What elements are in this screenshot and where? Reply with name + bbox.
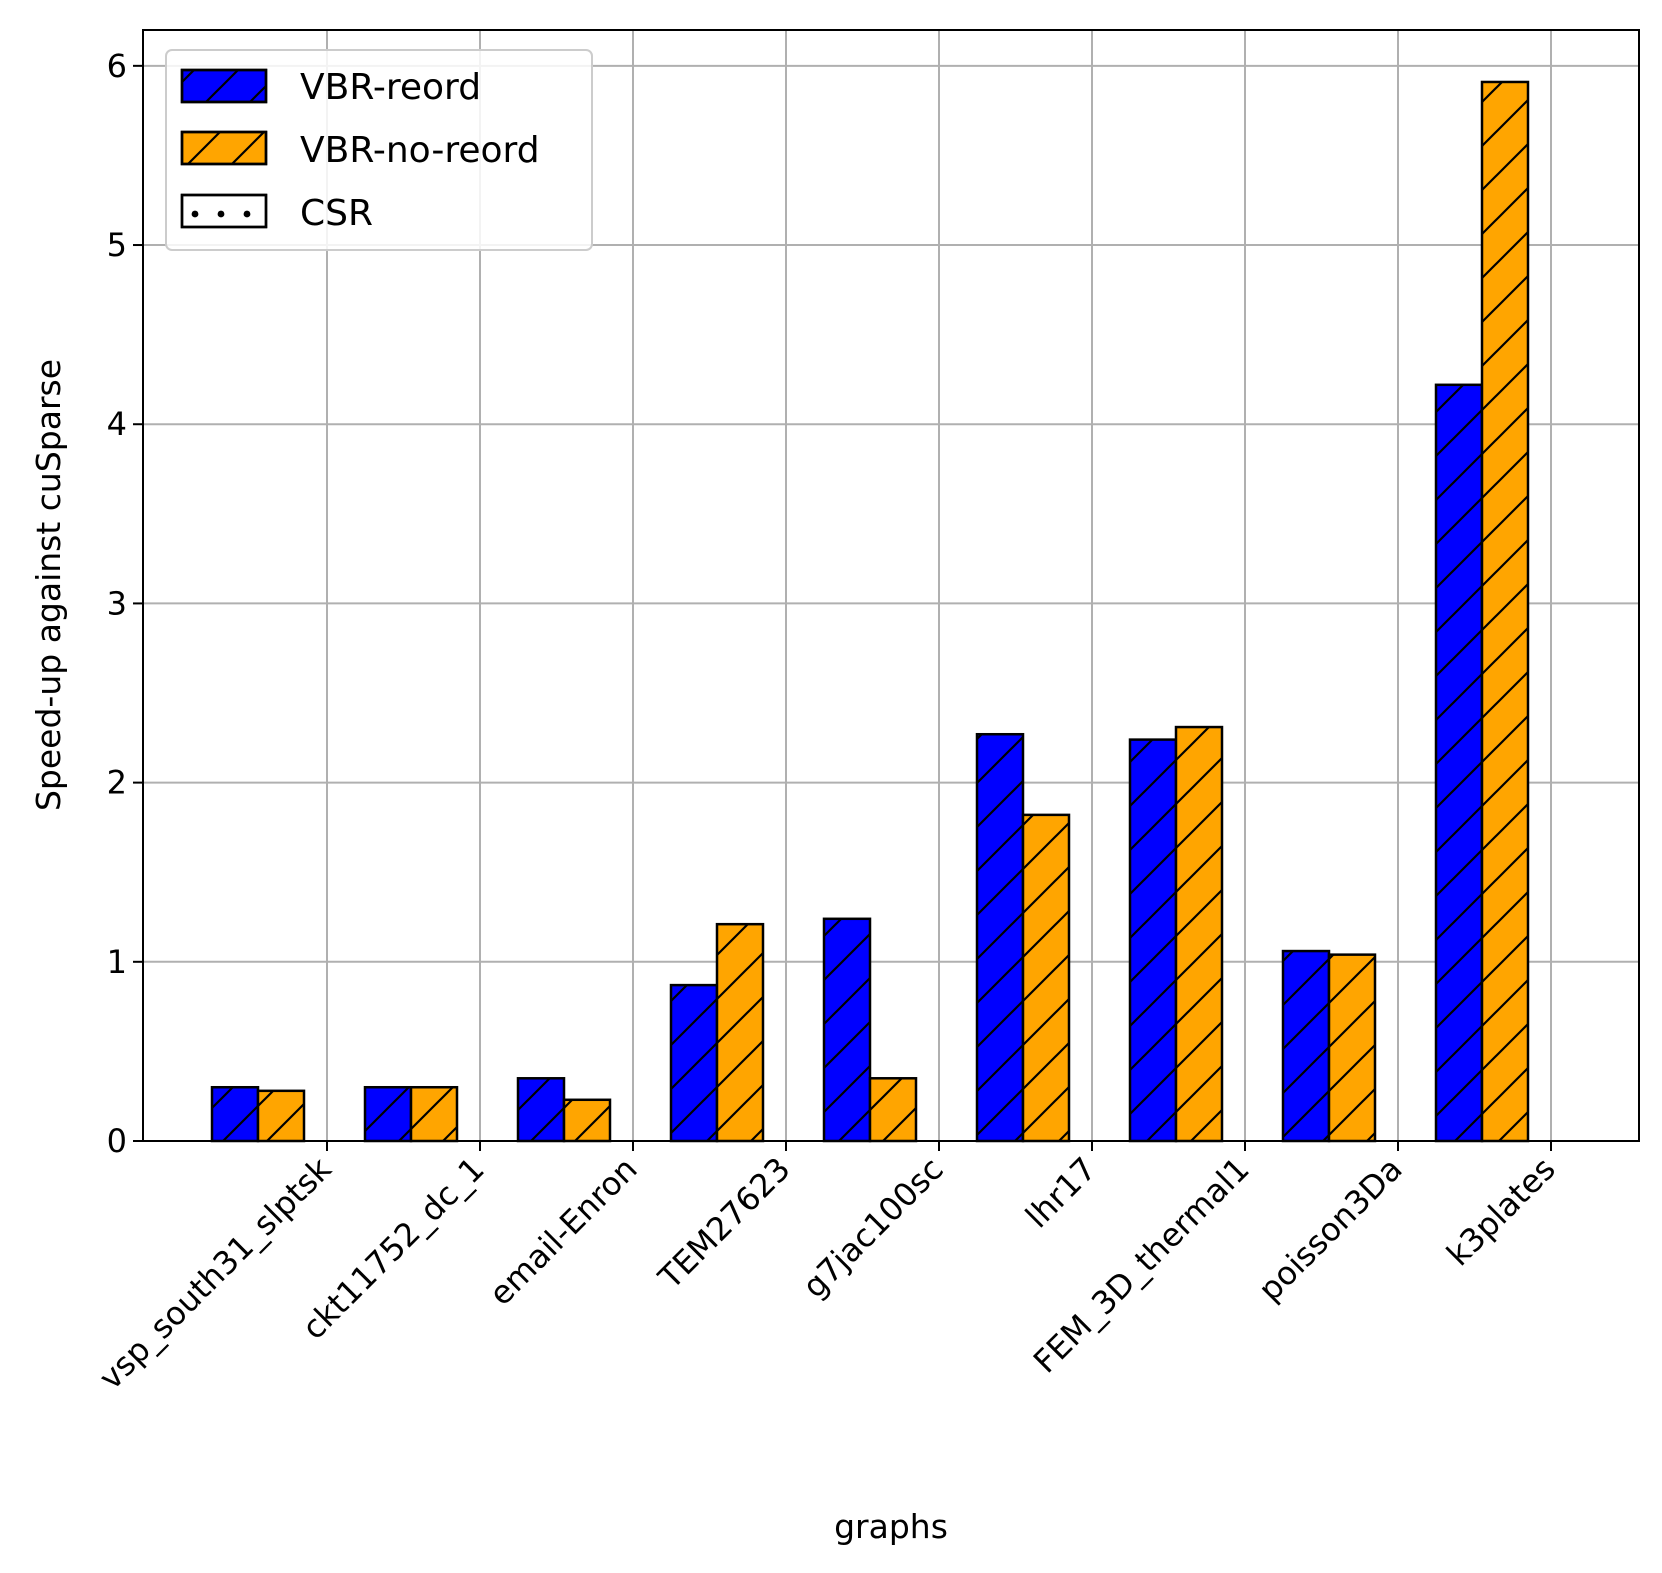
x-axis-label: graphs bbox=[834, 1507, 948, 1546]
legend-swatch-hatch-csr bbox=[180, 193, 268, 229]
x-tick-label-4: g7jac100sc bbox=[795, 1150, 951, 1306]
bar-hatch-vbr-reord-4 bbox=[822, 917, 872, 1143]
y-tick-label-3: 3 bbox=[107, 584, 127, 622]
y-tick-label-6: 6 bbox=[107, 47, 127, 85]
bar-hatch-vbr-reord-7 bbox=[1281, 949, 1331, 1143]
bar-hatch-vbr-reord-6 bbox=[1128, 738, 1178, 1143]
y-ticks: 0 1 2 3 4 5 6 bbox=[107, 47, 143, 1160]
bar-hatch-vbr-reord-1 bbox=[363, 1085, 413, 1143]
y-tick-label-2: 2 bbox=[107, 764, 127, 802]
legend-entry-csr: CSR bbox=[180, 193, 373, 234]
bar-hatch-vbr-reord-2 bbox=[516, 1077, 566, 1143]
plot-frame bbox=[142, 29, 1640, 1142]
bar-hatch-vbr-no-reord-7 bbox=[1327, 953, 1377, 1143]
bar-hatch-vbr-no-reord-3 bbox=[715, 922, 765, 1143]
x-tick-label-8: k3plates bbox=[1439, 1150, 1562, 1273]
bar-hatch-vbr-reord-3 bbox=[669, 983, 719, 1143]
bar-hatch-vbr-reord-0 bbox=[210, 1085, 260, 1143]
bar-hatch-vbr-no-reord-4 bbox=[868, 1077, 918, 1143]
bar-hatch-vbr-no-reord-6 bbox=[1174, 725, 1224, 1143]
bars bbox=[210, 80, 1530, 1143]
y-tick-label-0: 0 bbox=[107, 1122, 127, 1160]
y-tick-label-1: 1 bbox=[107, 943, 127, 981]
bar-hatch-vbr-no-reord-8 bbox=[1480, 80, 1530, 1143]
x-tick-label-0: vsp_south31_slptsk bbox=[91, 1149, 339, 1397]
legend-swatch-hatch-vbr-reord bbox=[180, 68, 268, 104]
legend-box bbox=[165, 49, 593, 251]
legend-label-vbr-reord: VBR-reord bbox=[300, 67, 481, 108]
x-tick-label-7: poisson3Da bbox=[1251, 1150, 1410, 1309]
x-tick-label-2: email-Enron bbox=[482, 1150, 645, 1313]
legend-label-vbr-no-reord: VBR-no-reord bbox=[300, 130, 540, 171]
bar-hatch-vbr-no-reord-1 bbox=[409, 1085, 459, 1143]
y-axis-label: Speed-up against cuSparse bbox=[29, 359, 68, 811]
legend-entry-vbr-reord: VBR-reord bbox=[180, 67, 481, 108]
x-ticks: vsp_south31_slptskckt11752_dc_1email-Enr… bbox=[91, 1141, 1563, 1397]
x-tick-label-5: lhr17 bbox=[1018, 1150, 1104, 1236]
bar-hatch-vbr-reord-8 bbox=[1434, 383, 1484, 1143]
bar-hatch-vbr-no-reord-0 bbox=[256, 1089, 306, 1143]
bar-hatch-vbr-reord-5 bbox=[975, 732, 1025, 1143]
legend-swatch-hatch-vbr-no-reord bbox=[180, 130, 268, 166]
y-tick-label-5: 5 bbox=[107, 226, 127, 264]
x-tick-label-3: TEM27623 bbox=[650, 1150, 797, 1297]
y-tick-label-4: 4 bbox=[107, 405, 127, 443]
bar-hatch-vbr-no-reord-5 bbox=[1021, 813, 1071, 1143]
legend-entry-vbr-no-reord: VBR-no-reord bbox=[180, 130, 540, 171]
legend: VBR-reord VBR-no-reord CSR bbox=[165, 49, 593, 251]
legend-label-csr: CSR bbox=[300, 193, 373, 234]
bar-hatch-vbr-no-reord-2 bbox=[562, 1098, 612, 1143]
